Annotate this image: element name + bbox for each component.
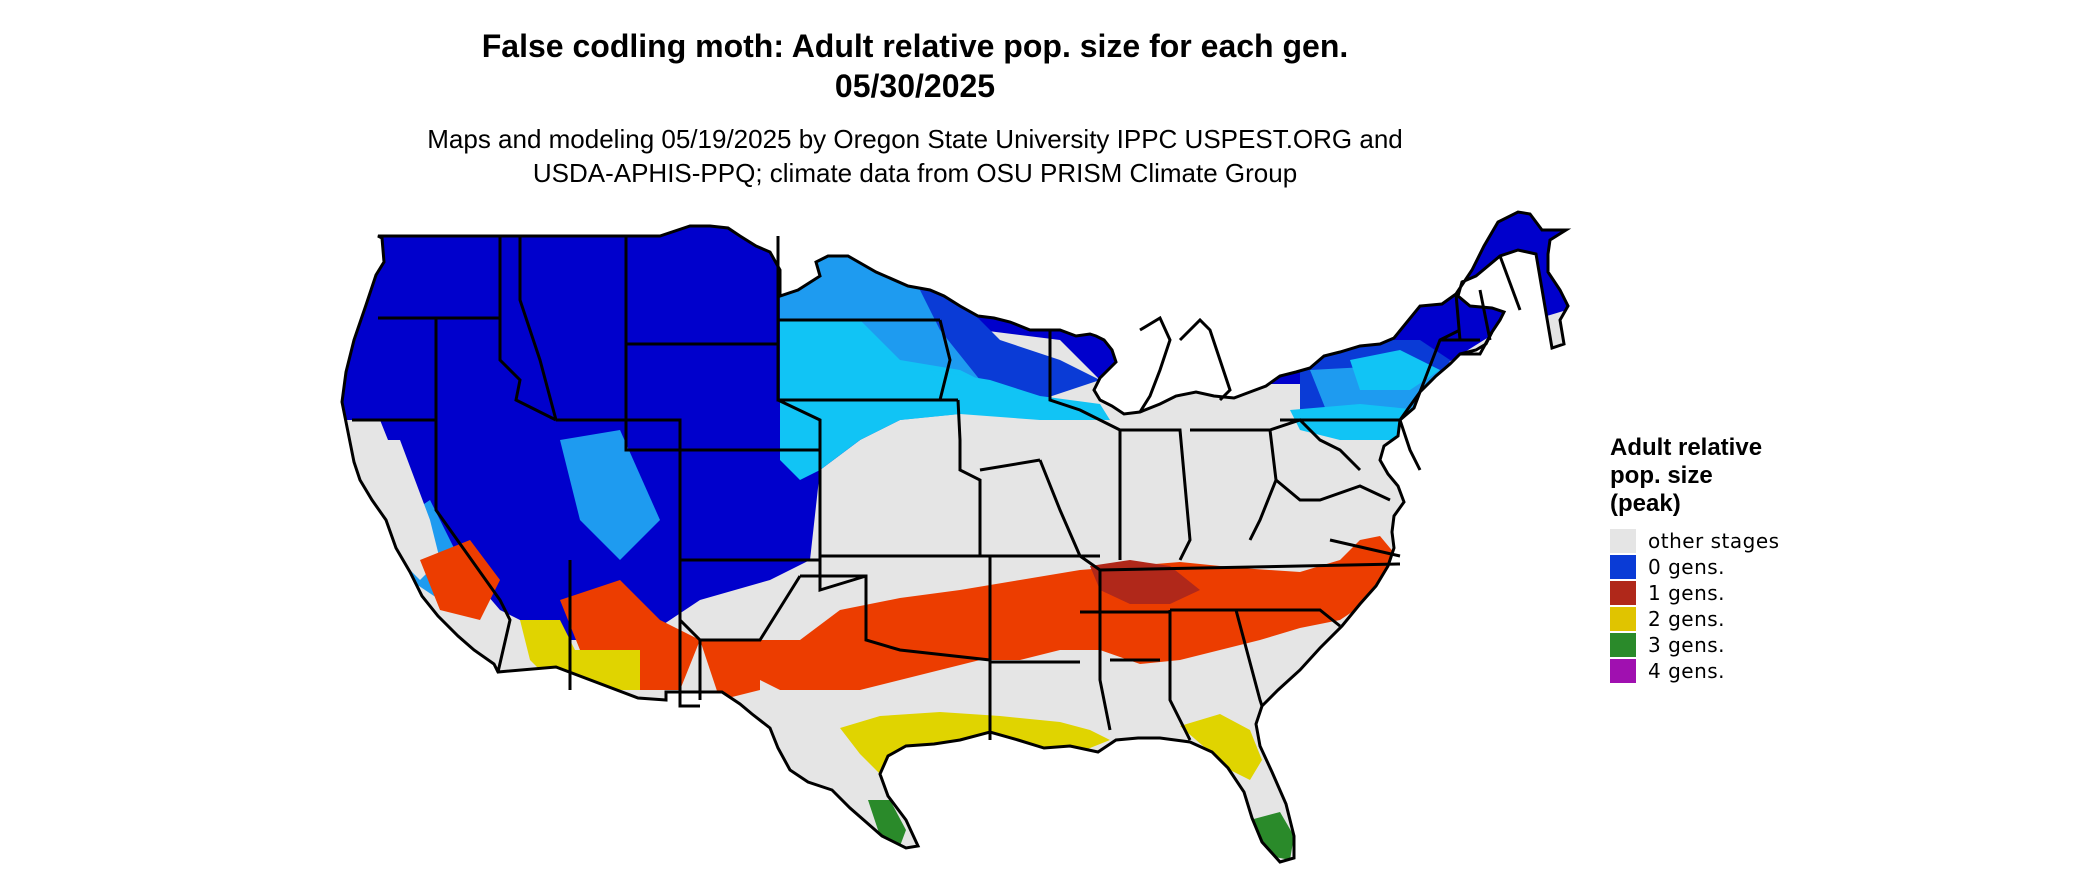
map-date: 05/30/2025	[834, 68, 996, 104]
legend-item-4-gens: 4 gens.	[1610, 658, 1780, 684]
legend-item-2-gens: 2 gens.	[1610, 606, 1780, 632]
legend-label: other stages	[1648, 529, 1780, 553]
legend-title-line-2: pop. size	[1610, 462, 1713, 489]
map-subtitle: Maps and modeling 05/19/2025 by Oregon S…	[0, 122, 1830, 190]
legend-title-line-3: (peak)	[1610, 490, 1681, 517]
state-borders	[340, 210, 1572, 864]
legend-label: 1 gens.	[1648, 581, 1726, 605]
legend-swatch	[1610, 529, 1636, 553]
legend-swatch	[1610, 607, 1636, 631]
map-title: False codling moth: Adult relative pop. …	[0, 26, 1830, 106]
legend-label: 3 gens.	[1648, 633, 1726, 657]
legend-item-0-gens: 0 gens.	[1610, 554, 1780, 580]
legend-title: Adult relative pop. size (peak)	[1610, 434, 1780, 518]
legend-title-line-1: Adult relative	[1610, 434, 1763, 461]
generation-bands	[342, 212, 1568, 862]
legend-swatch	[1610, 581, 1636, 605]
legend-swatch	[1610, 659, 1636, 683]
map-subtitle-line-2: USDA-APHIS-PPQ; climate data from OSU PR…	[532, 158, 1298, 188]
legend-item-1-gens: 1 gens.	[1610, 580, 1780, 606]
map-subtitle-line-1: Maps and modeling 05/19/2025 by Oregon S…	[427, 124, 1403, 154]
legend-swatch	[1610, 633, 1636, 657]
legend-swatch	[1610, 555, 1636, 579]
legend-item-other-stages: other stages	[1610, 528, 1780, 554]
map-title-line-1: False codling moth: Adult relative pop. …	[481, 28, 1349, 64]
legend-item-3-gens: 3 gens.	[1610, 632, 1780, 658]
legend-label: 0 gens.	[1648, 555, 1726, 579]
map-legend: Adult relative pop. size (peak) other st…	[1610, 434, 1780, 684]
legend-label: 2 gens.	[1648, 607, 1726, 631]
legend-label: 4 gens.	[1648, 659, 1726, 683]
